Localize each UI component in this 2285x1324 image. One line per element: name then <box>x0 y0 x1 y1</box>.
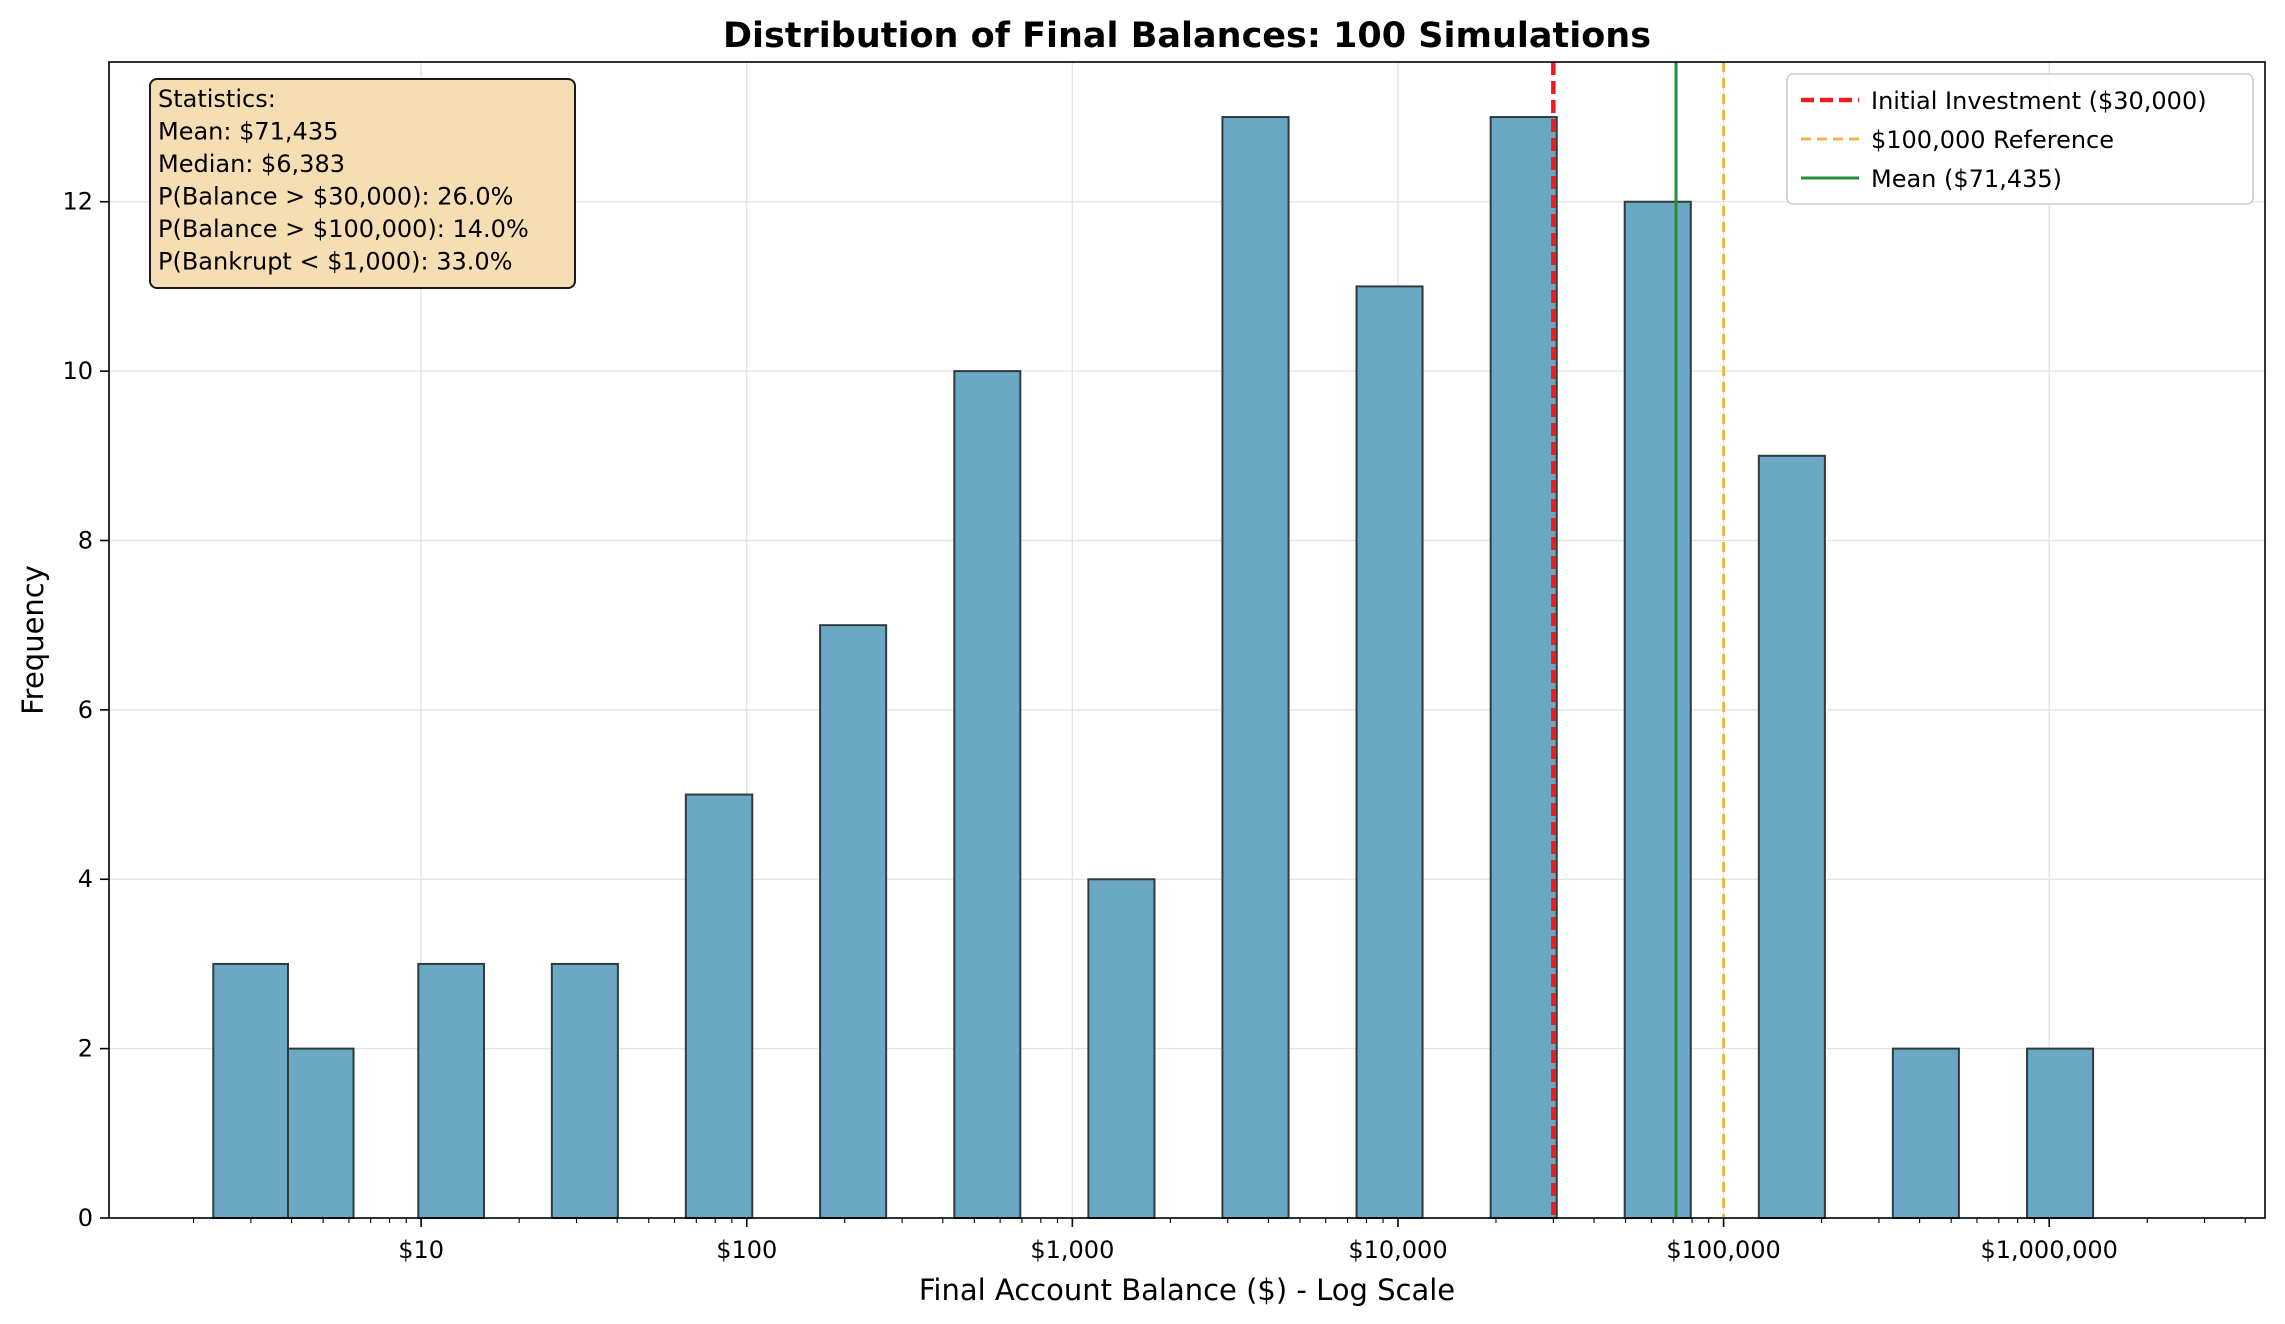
histogram-bar <box>1355 285 1424 1219</box>
x-axis-label: Final Account Balance ($) - Log Scale <box>919 1273 1455 1307</box>
y-tick-label: 0 <box>78 1204 93 1232</box>
histogram-bar <box>684 793 754 1219</box>
x-axis-ticks: $10 $100 $1,000 $10,000 $100,000 $1,000,000 <box>192 1218 2246 1264</box>
histogram-bars <box>212 116 2095 1220</box>
y-axis-ticks: 0 2 4 6 8 10 12 <box>62 188 109 1232</box>
y-tick-label: 8 <box>78 526 93 554</box>
y-tick-label: 6 <box>78 696 93 724</box>
histogram-bar <box>953 370 1022 1220</box>
legend-label: $100,000 Reference <box>1871 126 2114 154</box>
histogram-bar <box>2026 1047 2095 1219</box>
histogram-bar <box>417 962 486 1220</box>
statistics-line: Mean: $71,435 <box>158 118 338 146</box>
legend: Initial Investment ($30,000) $100,000 Ref… <box>1786 73 2254 205</box>
plot-area-frame <box>108 61 2266 1219</box>
legend-label: Mean ($71,435) <box>1871 165 2062 193</box>
chart-title: Distribution of Final Balances: 100 Simu… <box>723 16 1651 56</box>
y-axis-label: Frequency <box>16 565 50 715</box>
histogram-bar <box>1757 454 1826 1219</box>
statistics-line: Statistics: <box>158 85 276 113</box>
x-tick-label: $10 <box>398 1236 444 1264</box>
histogram-bar <box>1087 878 1156 1219</box>
x-tick-label: $100,000 <box>1666 1236 1781 1264</box>
legend-label: Initial Investment ($30,000) <box>1871 87 2207 115</box>
y-tick-label: 4 <box>78 865 93 893</box>
x-tick-label: $1,000,000 <box>1980 1236 2117 1264</box>
statistics-box: Statistics: Mean: $71,435 Median: $6,383 P(… <box>149 78 576 289</box>
x-tick-label: $100 <box>716 1236 777 1264</box>
statistics-line: P(Bankrupt < $1,000): 33.0% <box>158 248 513 276</box>
statistics-line: P(Balance > $30,000): 26.0% <box>158 183 514 211</box>
x-tick-label: $1,000 <box>1030 1236 1114 1264</box>
histogram-bar <box>212 962 289 1220</box>
histogram-bar <box>1489 116 1558 1220</box>
histogram-bar <box>286 1047 355 1219</box>
statistics-box-background <box>149 78 576 289</box>
histogram-bar <box>1623 200 1692 1219</box>
statistics-line: P(Balance > $100,000): 14.0% <box>158 215 529 243</box>
legend-frame <box>1786 73 2254 205</box>
y-tick-label: 2 <box>78 1035 93 1063</box>
statistics-line: Median: $6,383 <box>158 150 345 178</box>
x-tick-label: $10,000 <box>1348 1236 1447 1264</box>
histogram-bar <box>1891 1047 1960 1219</box>
histogram-bar <box>819 624 888 1219</box>
y-tick-label: 10 <box>62 357 93 385</box>
histogram-bar <box>1221 116 1290 1220</box>
y-tick-label: 12 <box>62 188 93 216</box>
histogram-bar <box>550 962 619 1220</box>
reference-lines <box>1551 62 1725 1218</box>
